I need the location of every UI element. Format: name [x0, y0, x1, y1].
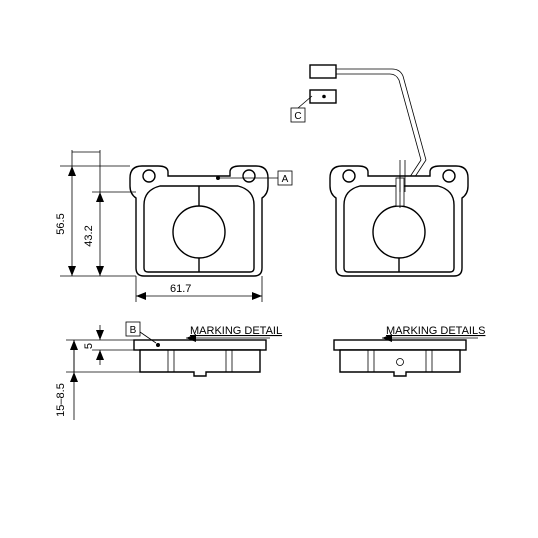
marking-left-label: MARKING DETAIL — [190, 325, 282, 337]
dim-thickness: 5 — [83, 343, 95, 349]
marking-right-label: MARKING DETAILS — [386, 325, 485, 337]
callout-a-label: A — [282, 174, 289, 185]
right-pad-side — [334, 340, 466, 376]
callout-c-label: C — [294, 111, 301, 122]
dim-width: 61.7 — [170, 283, 191, 295]
engineering-drawing: C A — [0, 0, 538, 538]
right-pad-front — [330, 160, 468, 276]
dim-height-inner: 43.2 — [83, 225, 95, 246]
callout-b-label: B — [130, 325, 137, 336]
dim-range: 15–8.5 — [55, 383, 67, 417]
left-pad-front — [130, 166, 268, 276]
dim-height-outer: 56.5 — [55, 213, 67, 234]
left-pad-side — [134, 340, 266, 376]
dimensions-side: 5 15–8.5 — [55, 325, 140, 420]
